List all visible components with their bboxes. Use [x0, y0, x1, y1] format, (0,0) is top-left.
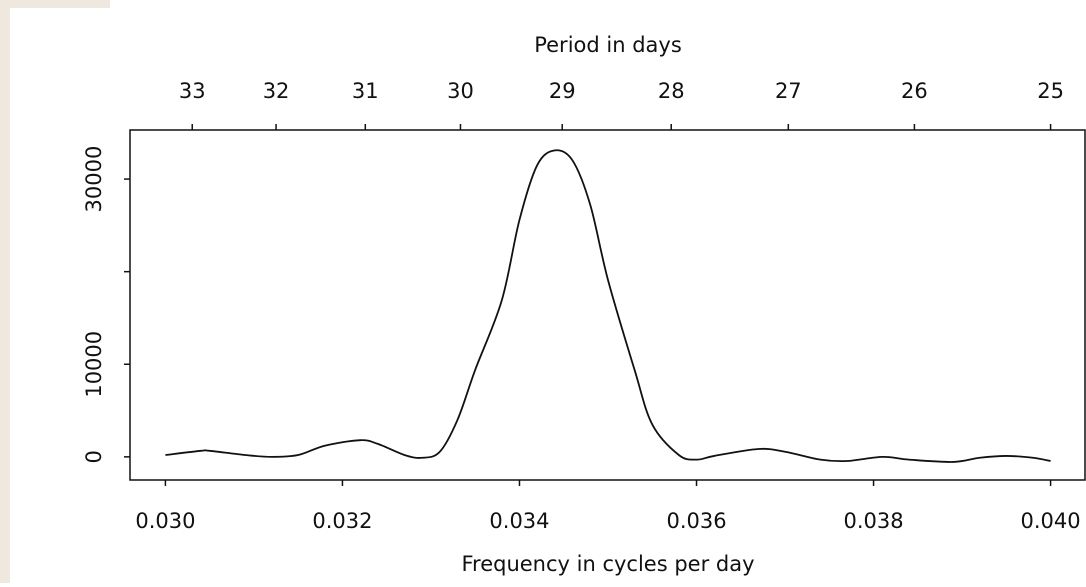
- top-axis-title: Period in days: [534, 33, 682, 57]
- top-tick-label: 26: [901, 79, 928, 103]
- top-tick-label: 27: [775, 79, 802, 103]
- plot-frame: [129, 129, 1086, 481]
- spectrum-line: [165, 149, 1051, 463]
- top-tick-label: 33: [179, 79, 206, 103]
- x-tick-label: 0.040: [1021, 509, 1081, 533]
- top-tick-label: 32: [263, 79, 290, 103]
- x-axis-title: Frequency in cycles per day: [461, 552, 754, 576]
- top-tick-label: 29: [549, 79, 576, 103]
- edge-strip: [0, 0, 10, 583]
- top-tick-label: 31: [352, 79, 379, 103]
- top-tick-label: 30: [447, 79, 474, 103]
- y-tick-label: 10000: [82, 331, 106, 398]
- edge-strip: [10, 0, 110, 8]
- y-tick-label: 0: [82, 450, 106, 463]
- x-tick-label: 0.036: [666, 509, 726, 533]
- x-tick-label: 0.032: [312, 509, 372, 533]
- x-tick-label: 0.030: [135, 509, 195, 533]
- top-tick-label: 28: [658, 79, 685, 103]
- x-tick-label: 0.034: [489, 509, 549, 533]
- y-tick-label: 30000: [82, 146, 106, 213]
- top-tick-label: 25: [1037, 79, 1064, 103]
- x-tick-label: 0.038: [843, 509, 903, 533]
